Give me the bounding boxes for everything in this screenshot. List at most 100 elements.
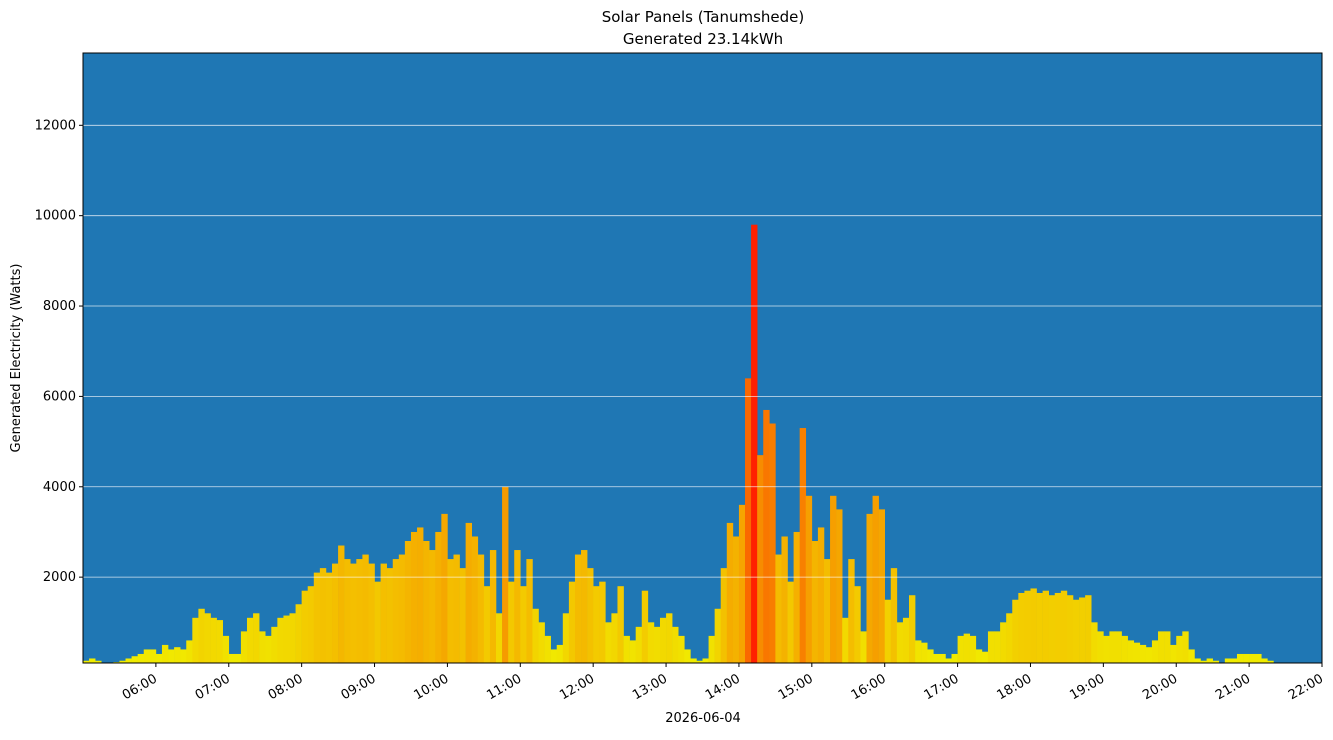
plot-frame [82, 52, 1323, 664]
bar [174, 647, 181, 663]
x-tick-label: 13:00 [630, 671, 670, 703]
bar [611, 613, 618, 663]
bar [502, 486, 509, 663]
bar [380, 563, 387, 663]
bars [83, 224, 1274, 663]
bar [465, 522, 473, 663]
bar [1060, 590, 1068, 663]
bar [939, 653, 946, 663]
bar [1249, 653, 1256, 663]
bar [702, 658, 709, 663]
bar [690, 658, 697, 663]
bar [1103, 635, 1110, 663]
bar [410, 531, 418, 663]
bar [909, 595, 916, 663]
bar [283, 615, 290, 663]
bar [526, 559, 533, 663]
bar [277, 617, 284, 663]
bar [89, 658, 96, 663]
x-tick-label: 07:00 [193, 671, 233, 703]
bar [945, 658, 952, 663]
bar [981, 651, 989, 663]
bar [332, 563, 339, 663]
bar [532, 608, 539, 663]
bar [581, 550, 588, 663]
bar [544, 635, 551, 663]
y-tick-label: 12000 [35, 118, 76, 133]
bar [344, 559, 351, 663]
bar [417, 527, 424, 663]
bar [842, 617, 849, 663]
bar [1139, 644, 1147, 663]
x-tick-label: 12:00 [557, 671, 597, 703]
bar [471, 536, 479, 663]
x-tick-label: 14:00 [703, 671, 743, 703]
bar [1212, 660, 1220, 663]
bar [830, 495, 837, 663]
x-tick-label: 22:00 [1286, 671, 1326, 703]
bar [210, 617, 217, 663]
bar [1079, 597, 1086, 663]
bar [1236, 653, 1244, 663]
bar [1066, 595, 1074, 663]
bar [1261, 658, 1268, 663]
bar [259, 631, 266, 663]
y-tick-label: 10000 [35, 209, 76, 224]
bar [1194, 658, 1201, 663]
bar [508, 581, 515, 663]
bar [1121, 635, 1128, 663]
bar [295, 604, 302, 663]
bar [805, 495, 813, 663]
x-axis-label: 2026-06-04 [665, 711, 741, 726]
bar [975, 649, 983, 663]
bar [605, 622, 612, 663]
bar [514, 550, 521, 663]
bar [180, 649, 187, 663]
x-tick-label: 09:00 [339, 671, 379, 703]
bar [933, 653, 940, 663]
bar [350, 563, 357, 663]
bar [666, 613, 673, 663]
bar [1109, 631, 1116, 663]
x-tick-label: 10:00 [411, 671, 451, 703]
bar [817, 527, 825, 663]
bar [453, 554, 460, 663]
bar [386, 568, 394, 663]
bar [319, 568, 327, 663]
bar [745, 378, 752, 663]
bar [95, 660, 102, 663]
bar [253, 613, 260, 663]
bar [969, 635, 977, 663]
bar [356, 559, 363, 663]
bar [271, 626, 278, 663]
bar [265, 635, 272, 663]
bar [441, 513, 448, 663]
bar [963, 633, 971, 663]
bar [799, 428, 807, 663]
bar [234, 653, 242, 663]
plot-area [83, 53, 1322, 663]
bar [131, 656, 138, 663]
bar [119, 660, 126, 663]
bar [1127, 640, 1135, 663]
bar [751, 224, 758, 663]
x-tick-label: 19:00 [1067, 671, 1107, 703]
bar [653, 626, 661, 663]
bar [423, 541, 430, 663]
bar [1151, 640, 1159, 663]
bar [228, 653, 236, 663]
bar [1115, 631, 1122, 663]
bar [556, 644, 564, 663]
bar [902, 617, 910, 663]
bar [684, 649, 691, 663]
bar [763, 409, 770, 663]
bar [1012, 599, 1019, 663]
bar [1158, 631, 1165, 663]
bar [562, 613, 570, 663]
bar [368, 563, 375, 663]
bar [325, 572, 333, 663]
x-tick-label: 20:00 [1140, 671, 1180, 703]
bar [459, 568, 466, 663]
x-tick-label: 18:00 [995, 671, 1035, 703]
bar [192, 617, 199, 663]
